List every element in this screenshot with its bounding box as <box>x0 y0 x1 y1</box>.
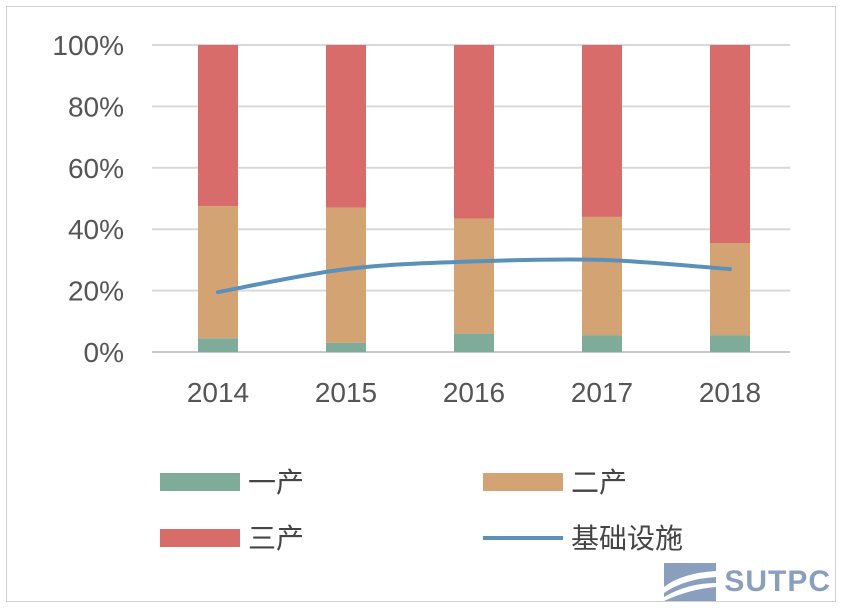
bars <box>198 45 750 352</box>
line-point <box>217 291 219 293</box>
x-tick-label: 2017 <box>571 377 633 408</box>
y-tick-label: 0% <box>84 337 124 368</box>
bar-segment <box>582 216 622 336</box>
legend-label: 基础设施 <box>571 522 683 555</box>
infrastructure-line <box>216 257 732 295</box>
line-point <box>729 268 731 270</box>
chart-frame <box>6 6 836 602</box>
watermark-text: SUTPC <box>724 565 831 598</box>
y-tick-label: 40% <box>68 214 124 245</box>
x-axis-ticks: 2014 2015 2016 2017 2018 <box>187 377 761 408</box>
y-tick-label: 80% <box>68 91 124 122</box>
bar-segment <box>198 206 238 339</box>
bar-segment <box>710 45 750 244</box>
y-tick-label: 20% <box>68 276 124 307</box>
bar-segment <box>326 342 366 352</box>
bar-segment <box>198 338 238 352</box>
watermark: SUTPC <box>664 563 831 601</box>
legend-item: 三产 <box>160 522 304 555</box>
bar-segment <box>582 335 622 352</box>
legend-label: 一产 <box>248 466 304 499</box>
line-point <box>601 259 603 261</box>
bar-segment <box>582 45 622 217</box>
bar-segment <box>198 45 238 207</box>
legend-label: 三产 <box>248 522 304 555</box>
bar-segment <box>710 335 750 352</box>
x-tick-label: 2014 <box>187 377 249 408</box>
bar-segment <box>710 243 750 336</box>
bar-segment <box>454 218 494 334</box>
bar-segment <box>326 45 366 208</box>
legend-swatch <box>483 473 563 491</box>
y-tick-label: 60% <box>68 153 124 184</box>
legend-item: 基础设施 <box>483 522 683 555</box>
legend-swatch <box>160 473 240 491</box>
line-point <box>345 268 347 270</box>
line-point <box>473 260 475 262</box>
legend-item: 二产 <box>483 466 627 499</box>
x-tick-label: 2016 <box>443 377 505 408</box>
legend-label: 二产 <box>571 466 627 499</box>
x-tick-label: 2015 <box>315 377 377 408</box>
y-tick-label: 100% <box>52 30 124 61</box>
legend-item: 一产 <box>160 466 304 499</box>
bar-segment <box>454 45 494 219</box>
legend-swatch <box>160 529 240 547</box>
sutpc-logo-icon <box>664 563 717 601</box>
x-tick-label: 2018 <box>699 377 761 408</box>
bar-segment <box>454 333 494 352</box>
y-axis-ticks: 0% 20% 40% 60% 80% 100% <box>52 30 124 368</box>
bar-segment <box>326 207 366 343</box>
